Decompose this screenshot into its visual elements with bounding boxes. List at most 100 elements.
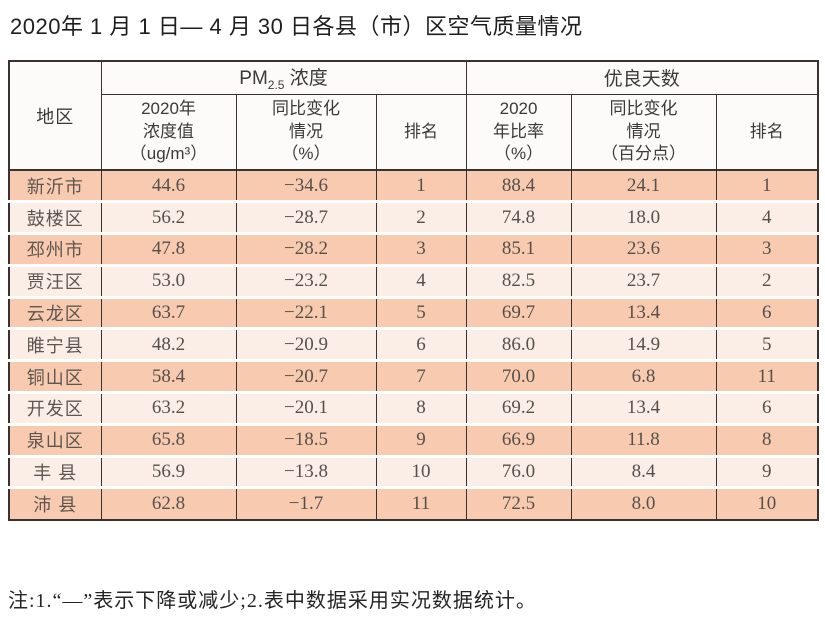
- good-rank-cell: 11: [715, 360, 819, 395]
- pm-change-cell: −34.6: [235, 170, 377, 204]
- table-subheader-row: 2020年 浓度值 （ug/m³） 同比变化 情况 （%） 排名 2020 年比…: [9, 94, 819, 171]
- pm-rank-cell: 3: [375, 233, 467, 267]
- page-title: 2020年 1 月 1 日— 4 月 30 日各县（市）区空气质量情况: [10, 14, 583, 39]
- pm-value-cell: 63.2: [100, 392, 237, 426]
- good-rate-cell: 69.7: [465, 297, 572, 331]
- good-rank-cell: 5: [715, 328, 819, 363]
- pm-rank-cell: 10: [375, 456, 467, 490]
- good-change-cell: 8.4: [570, 456, 717, 490]
- table-row: 鼓楼区 56.2 −28.7 2 74.8 18.0 4: [8, 201, 819, 236]
- pm-value-cell: 53.0: [100, 265, 237, 299]
- table-row: 贾汪区 53.0 −23.2 4 82.5 23.7 2: [8, 265, 819, 299]
- column-header-pm-change: 同比变化 情况 （%）: [235, 94, 377, 171]
- good-change-cell: 11.8: [570, 424, 717, 458]
- pm-rank-cell: 8: [375, 392, 467, 426]
- column-header-region: 地区: [8, 61, 102, 171]
- pm-value-cell: 63.7: [100, 297, 237, 331]
- table-row: 丰 县 56.9 −13.8 10 76.0 8.4 9: [8, 456, 819, 490]
- good-rate-cell: 69.2: [465, 392, 572, 426]
- region-cell: 丰 县: [8, 456, 102, 490]
- good-change-cell: 23.6: [570, 233, 717, 267]
- good-rank-cell: 2: [715, 265, 819, 299]
- good-rate-cell: 86.0: [465, 328, 572, 363]
- pm-change-cell: −28.7: [235, 201, 377, 236]
- footnote: 注:1.“—”表示下降或减少;2.表中数据采用实况数据统计。: [8, 590, 537, 612]
- pm-change-cell: −1.7: [235, 487, 377, 520]
- table-body: 新沂市 44.6 −34.6 1 88.4 24.1 1 鼓楼区 56.2 −2…: [8, 170, 819, 520]
- column-header-good-rate: 2020 年比率 （%）: [465, 94, 572, 171]
- good-rate-cell: 76.0: [465, 456, 572, 490]
- pm-change-cell: −13.8: [235, 456, 377, 490]
- table-row: 沛 县 62.8 −1.7 11 72.5 8.0 10: [8, 487, 819, 520]
- air-quality-table: 地区 PM2.5 浓度 优良天数 2020年 浓度值 （ug/m³） 同比变化 …: [8, 60, 820, 521]
- pm-rank-cell: 1: [375, 170, 467, 204]
- region-cell: 铜山区: [8, 360, 102, 395]
- pm-value-cell: 48.2: [100, 328, 237, 363]
- good-rate-cell: 70.0: [465, 360, 572, 395]
- pm-value-cell: 47.8: [100, 233, 237, 267]
- good-rate-cell: 82.5: [465, 265, 572, 299]
- region-cell: 邳州市: [8, 233, 102, 267]
- pm-rank-cell: 11: [375, 487, 467, 520]
- good-rank-cell: 3: [715, 233, 819, 267]
- table-group-header-row: 地区 PM2.5 浓度 优良天数: [8, 61, 819, 171]
- pm25-label-subscript: 2.5: [267, 78, 285, 93]
- column-group-pm25-concentration: PM2.5 浓度: [100, 61, 467, 95]
- region-cell: 沛 县: [8, 487, 102, 520]
- column-header-pm-value: 2020年 浓度值 （ug/m³）: [100, 94, 237, 171]
- pm-change-cell: −20.7: [235, 360, 377, 395]
- good-rank-cell: 4: [715, 201, 819, 236]
- region-cell: 睢宁县: [8, 328, 102, 363]
- column-header-pm-rank: 排名: [375, 94, 467, 171]
- good-change-cell: 8.0: [570, 487, 717, 520]
- pm-rank-cell: 4: [375, 265, 467, 299]
- good-rate-cell: 85.1: [465, 233, 572, 267]
- table-row: 邳州市 47.8 −28.2 3 85.1 23.6 3: [8, 233, 819, 267]
- table-header: 地区 PM2.5 浓度 优良天数 2020年 浓度值 （ug/m³） 同比变化 …: [8, 61, 819, 171]
- good-rank-cell: 6: [715, 392, 819, 426]
- pm-value-cell: 56.9: [100, 456, 237, 490]
- pm-value-cell: 65.8: [100, 424, 237, 458]
- good-rank-cell: 10: [715, 487, 819, 520]
- good-change-cell: 23.7: [570, 265, 717, 299]
- good-change-cell: 18.0: [570, 201, 717, 236]
- good-rate-cell: 74.8: [465, 201, 572, 236]
- pm-value-cell: 44.6: [100, 170, 237, 204]
- good-rank-cell: 8: [715, 424, 819, 458]
- table-row: 云龙区 63.7 −22.1 5 69.7 13.4 6: [8, 297, 819, 331]
- pm-value-cell: 58.4: [100, 360, 237, 395]
- region-cell: 贾汪区: [8, 265, 102, 299]
- pm-change-cell: −20.1: [235, 392, 377, 426]
- region-cell: 新沂市: [8, 170, 102, 204]
- table-row: 睢宁县 48.2 −20.9 6 86.0 14.9 5: [8, 328, 819, 363]
- pm-rank-cell: 7: [375, 360, 467, 395]
- table-row: 泉山区 65.8 −18.5 9 66.9 11.8 8: [8, 424, 819, 458]
- good-change-cell: 6.8: [570, 360, 717, 395]
- column-group-good-days: 优良天数: [465, 61, 819, 95]
- pm-change-cell: −20.9: [235, 328, 377, 363]
- pm-change-cell: −28.2: [235, 233, 377, 267]
- pm-rank-cell: 9: [375, 424, 467, 458]
- region-cell: 泉山区: [8, 424, 102, 458]
- pm-value-cell: 62.8: [100, 487, 237, 520]
- good-rate-cell: 66.9: [465, 424, 572, 458]
- pm-change-cell: −23.2: [235, 265, 377, 299]
- pm-value-cell: 56.2: [100, 201, 237, 236]
- column-header-good-change: 同比变化 情况 （百分点）: [570, 94, 717, 171]
- pm25-label-prefix: PM: [239, 68, 268, 90]
- pm-change-cell: −18.5: [235, 424, 377, 458]
- good-rank-cell: 6: [715, 297, 819, 331]
- pm25-label-suffix: 浓度: [284, 68, 328, 90]
- table-row: 铜山区 58.4 −20.7 7 70.0 6.8 11: [8, 360, 819, 395]
- pm-rank-cell: 6: [375, 328, 467, 363]
- good-change-cell: 14.9: [570, 328, 717, 363]
- good-rank-cell: 1: [715, 170, 819, 204]
- column-header-good-rank: 排名: [715, 94, 819, 171]
- pm-rank-cell: 2: [375, 201, 467, 236]
- good-change-cell: 24.1: [570, 170, 717, 204]
- good-rank-cell: 9: [715, 456, 819, 490]
- good-change-cell: 13.4: [570, 297, 717, 331]
- table-row: 新沂市 44.6 −34.6 1 88.4 24.1 1: [8, 170, 819, 204]
- good-change-cell: 13.4: [570, 392, 717, 426]
- region-cell: 云龙区: [8, 297, 102, 331]
